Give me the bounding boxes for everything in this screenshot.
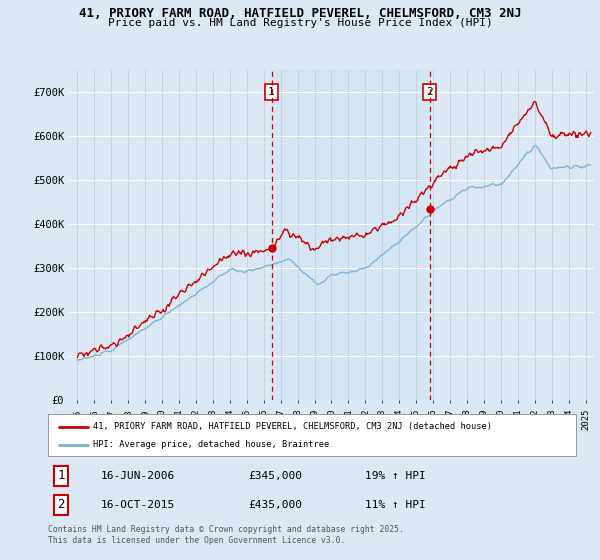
Text: 2: 2 [58,498,65,511]
Text: 11% ↑ HPI: 11% ↑ HPI [365,500,425,510]
Text: 41, PRIORY FARM ROAD, HATFIELD PEVEREL, CHELMSFORD, CM3 2NJ: 41, PRIORY FARM ROAD, HATFIELD PEVEREL, … [79,7,521,20]
Text: Price paid vs. HM Land Registry's House Price Index (HPI): Price paid vs. HM Land Registry's House … [107,18,493,28]
Bar [272,70,430,400]
Text: 19% ↑ HPI: 19% ↑ HPI [365,470,425,480]
Text: 1: 1 [268,87,275,97]
Text: 41, PRIORY FARM ROAD, HATFIELD PEVEREL, CHELMSFORD, CM3 2NJ (detached house): 41, PRIORY FARM ROAD, HATFIELD PEVEREL, … [93,422,492,432]
Text: 2: 2 [426,87,433,97]
Text: 1: 1 [58,469,65,482]
Text: HPI: Average price, detached house, Braintree: HPI: Average price, detached house, Brai… [93,440,329,449]
Text: Contains HM Land Registry data © Crown copyright and database right 2025.
This d: Contains HM Land Registry data © Crown c… [48,525,404,545]
Text: 16-OCT-2015: 16-OCT-2015 [101,500,175,510]
Text: £345,000: £345,000 [248,470,302,480]
Text: 16-JUN-2006: 16-JUN-2006 [101,470,175,480]
Text: £435,000: £435,000 [248,500,302,510]
